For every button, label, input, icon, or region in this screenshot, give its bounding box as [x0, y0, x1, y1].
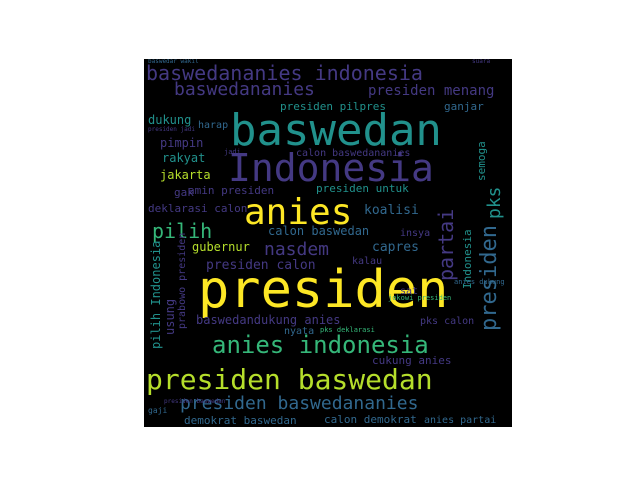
cloud-word: baswedananies — [174, 79, 315, 100]
cloud-word: capres — [372, 240, 419, 255]
cloud-word: koalisi — [364, 203, 419, 218]
cloud-word: dukung — [148, 113, 192, 127]
cloud-word: prabowo presiden — [177, 232, 188, 329]
cloud-word: presiden menang — [368, 83, 495, 99]
cloud-word: anies — [244, 192, 353, 233]
cloud-word: anies indonesia — [212, 331, 429, 359]
cloud-word: presiden baswedananies — [180, 393, 419, 414]
cloud-word: presiden — [198, 260, 449, 320]
cloud-word: pks — [484, 186, 505, 219]
cloud-word: gubernur — [192, 240, 250, 254]
cloud-word: pilih — [152, 219, 213, 243]
cloud-word: cukung anies — [372, 354, 452, 367]
cloud-word: gaji — [148, 406, 168, 415]
cloud-word: Indonesia — [228, 146, 434, 190]
cloud-word: baswedan — [230, 105, 442, 156]
cloud-word: calon baswedan — [268, 224, 370, 238]
cloud-word: demokrat baswedan — [184, 414, 297, 427]
cloud-word: presiden calon — [206, 258, 316, 273]
cloud-word: harap — [198, 120, 229, 131]
cloud-word: pimpin — [160, 136, 204, 150]
cloud-word: kalau — [352, 256, 383, 267]
cloud-word: calon demokrat — [324, 413, 417, 426]
cloud-word: pks deklarasi — [320, 326, 375, 334]
cloud-word: pks calon — [420, 316, 475, 327]
cloud-word: baswedandukung anies — [196, 313, 341, 327]
cloud-word: jokowi presiden — [388, 294, 452, 302]
cloud-word: usung — [163, 298, 177, 335]
cloud-word: amin presiden — [188, 184, 275, 197]
cloud-word: baswedar wakil — [148, 59, 199, 65]
cloud-word: presiden jadi — [148, 126, 195, 133]
cloud-word: presiden baswedan — [146, 363, 433, 396]
cloud-word: ganjar — [444, 100, 484, 113]
cloud-word: anies partai — [424, 415, 497, 426]
cloud-word: semoga — [475, 141, 488, 181]
cloud-word: presiden baswedan — [164, 398, 226, 405]
cloud-word: insya — [400, 228, 431, 239]
cloud-word: suara — [472, 59, 491, 65]
cloud-word: rakyat — [162, 151, 206, 165]
cloud-word: presiden pilpres — [280, 100, 386, 113]
cloud-word: anies dukung — [454, 278, 505, 286]
cloud-word: nasdem — [264, 239, 330, 260]
cloud-word: pilih Indonesia — [149, 240, 163, 349]
cloud-word: gak — [174, 186, 194, 199]
cloud-word: sat — [400, 286, 419, 297]
word-cloud: presiden baswedan Indonesia anies presid… — [144, 59, 512, 427]
cloud-word: deklarasi calon — [148, 202, 248, 215]
cloud-word: calon baswedananies — [296, 148, 411, 159]
cloud-word: nyata — [284, 326, 315, 337]
cloud-word: presiden untuk — [316, 182, 409, 195]
cloud-word: jadi — [224, 148, 241, 156]
cloud-word: baswedananies indonesia — [146, 61, 423, 85]
cloud-word: partai — [434, 208, 458, 281]
cloud-word: jakarta — [160, 168, 211, 182]
